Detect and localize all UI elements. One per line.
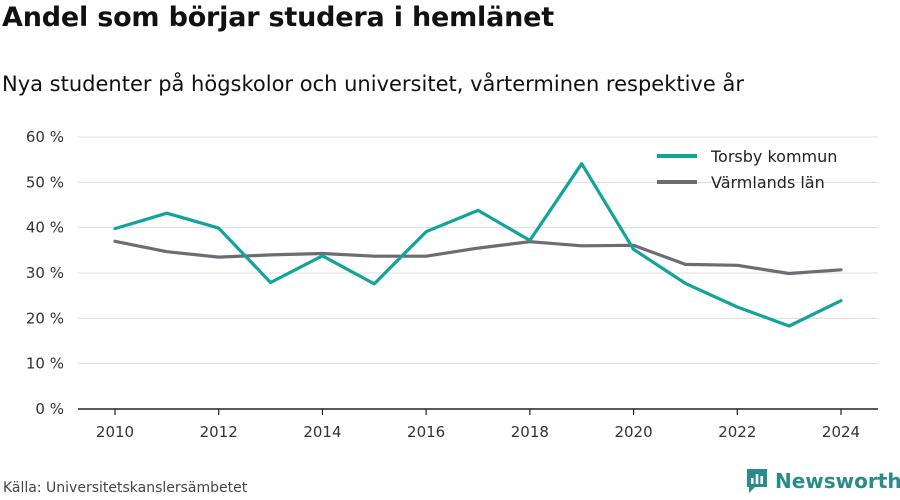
x-tick-label: 2022 <box>718 423 756 441</box>
y-tick-label: 60 % <box>26 128 64 146</box>
y-tick-label: 30 % <box>26 264 64 282</box>
series-line-1 <box>113 239 843 276</box>
y-tick-label: 0 % <box>35 400 64 418</box>
grid-lines <box>78 136 878 410</box>
brand-name: Newsworthy <box>775 469 900 493</box>
source-note: Källa: Universitetskanslersämbetet <box>3 480 248 496</box>
x-tick-label: 2024 <box>822 423 860 441</box>
x-tick-label: 2016 <box>407 423 445 441</box>
brand-logo: Newsworthy <box>745 468 900 494</box>
x-axis-tick-labels: 2010 2012 2014 2016 2018 2020 2022 2024 <box>96 409 860 441</box>
series-lines <box>113 162 843 328</box>
chart-subtitle: Nya studenter på högskolor och universit… <box>2 72 744 96</box>
y-tick-label: 40 % <box>26 219 64 237</box>
y-tick-label: 20 % <box>26 309 64 327</box>
legend-label: Värmlands län <box>711 173 825 192</box>
x-tick-label: 2012 <box>200 423 238 441</box>
y-tick-label: 50 % <box>26 173 64 191</box>
x-tick-label: 2020 <box>614 423 652 441</box>
y-axis-tick-labels: 0 % 10 % 20 % 30 % 40 % 50 % 60 % <box>26 128 64 418</box>
chart-title: Andel som börjar studera i hemlänet <box>2 2 554 33</box>
x-tick-label: 2014 <box>303 423 341 441</box>
legend-label: Torsby kommun <box>710 147 837 166</box>
series-line-0 <box>113 162 843 328</box>
x-tick-label: 2010 <box>96 423 134 441</box>
legend: Torsby kommun Värmlands län <box>657 147 837 192</box>
bar-chart-icon <box>747 469 767 493</box>
x-tick-label: 2018 <box>511 423 549 441</box>
y-tick-label: 10 % <box>26 355 64 373</box>
